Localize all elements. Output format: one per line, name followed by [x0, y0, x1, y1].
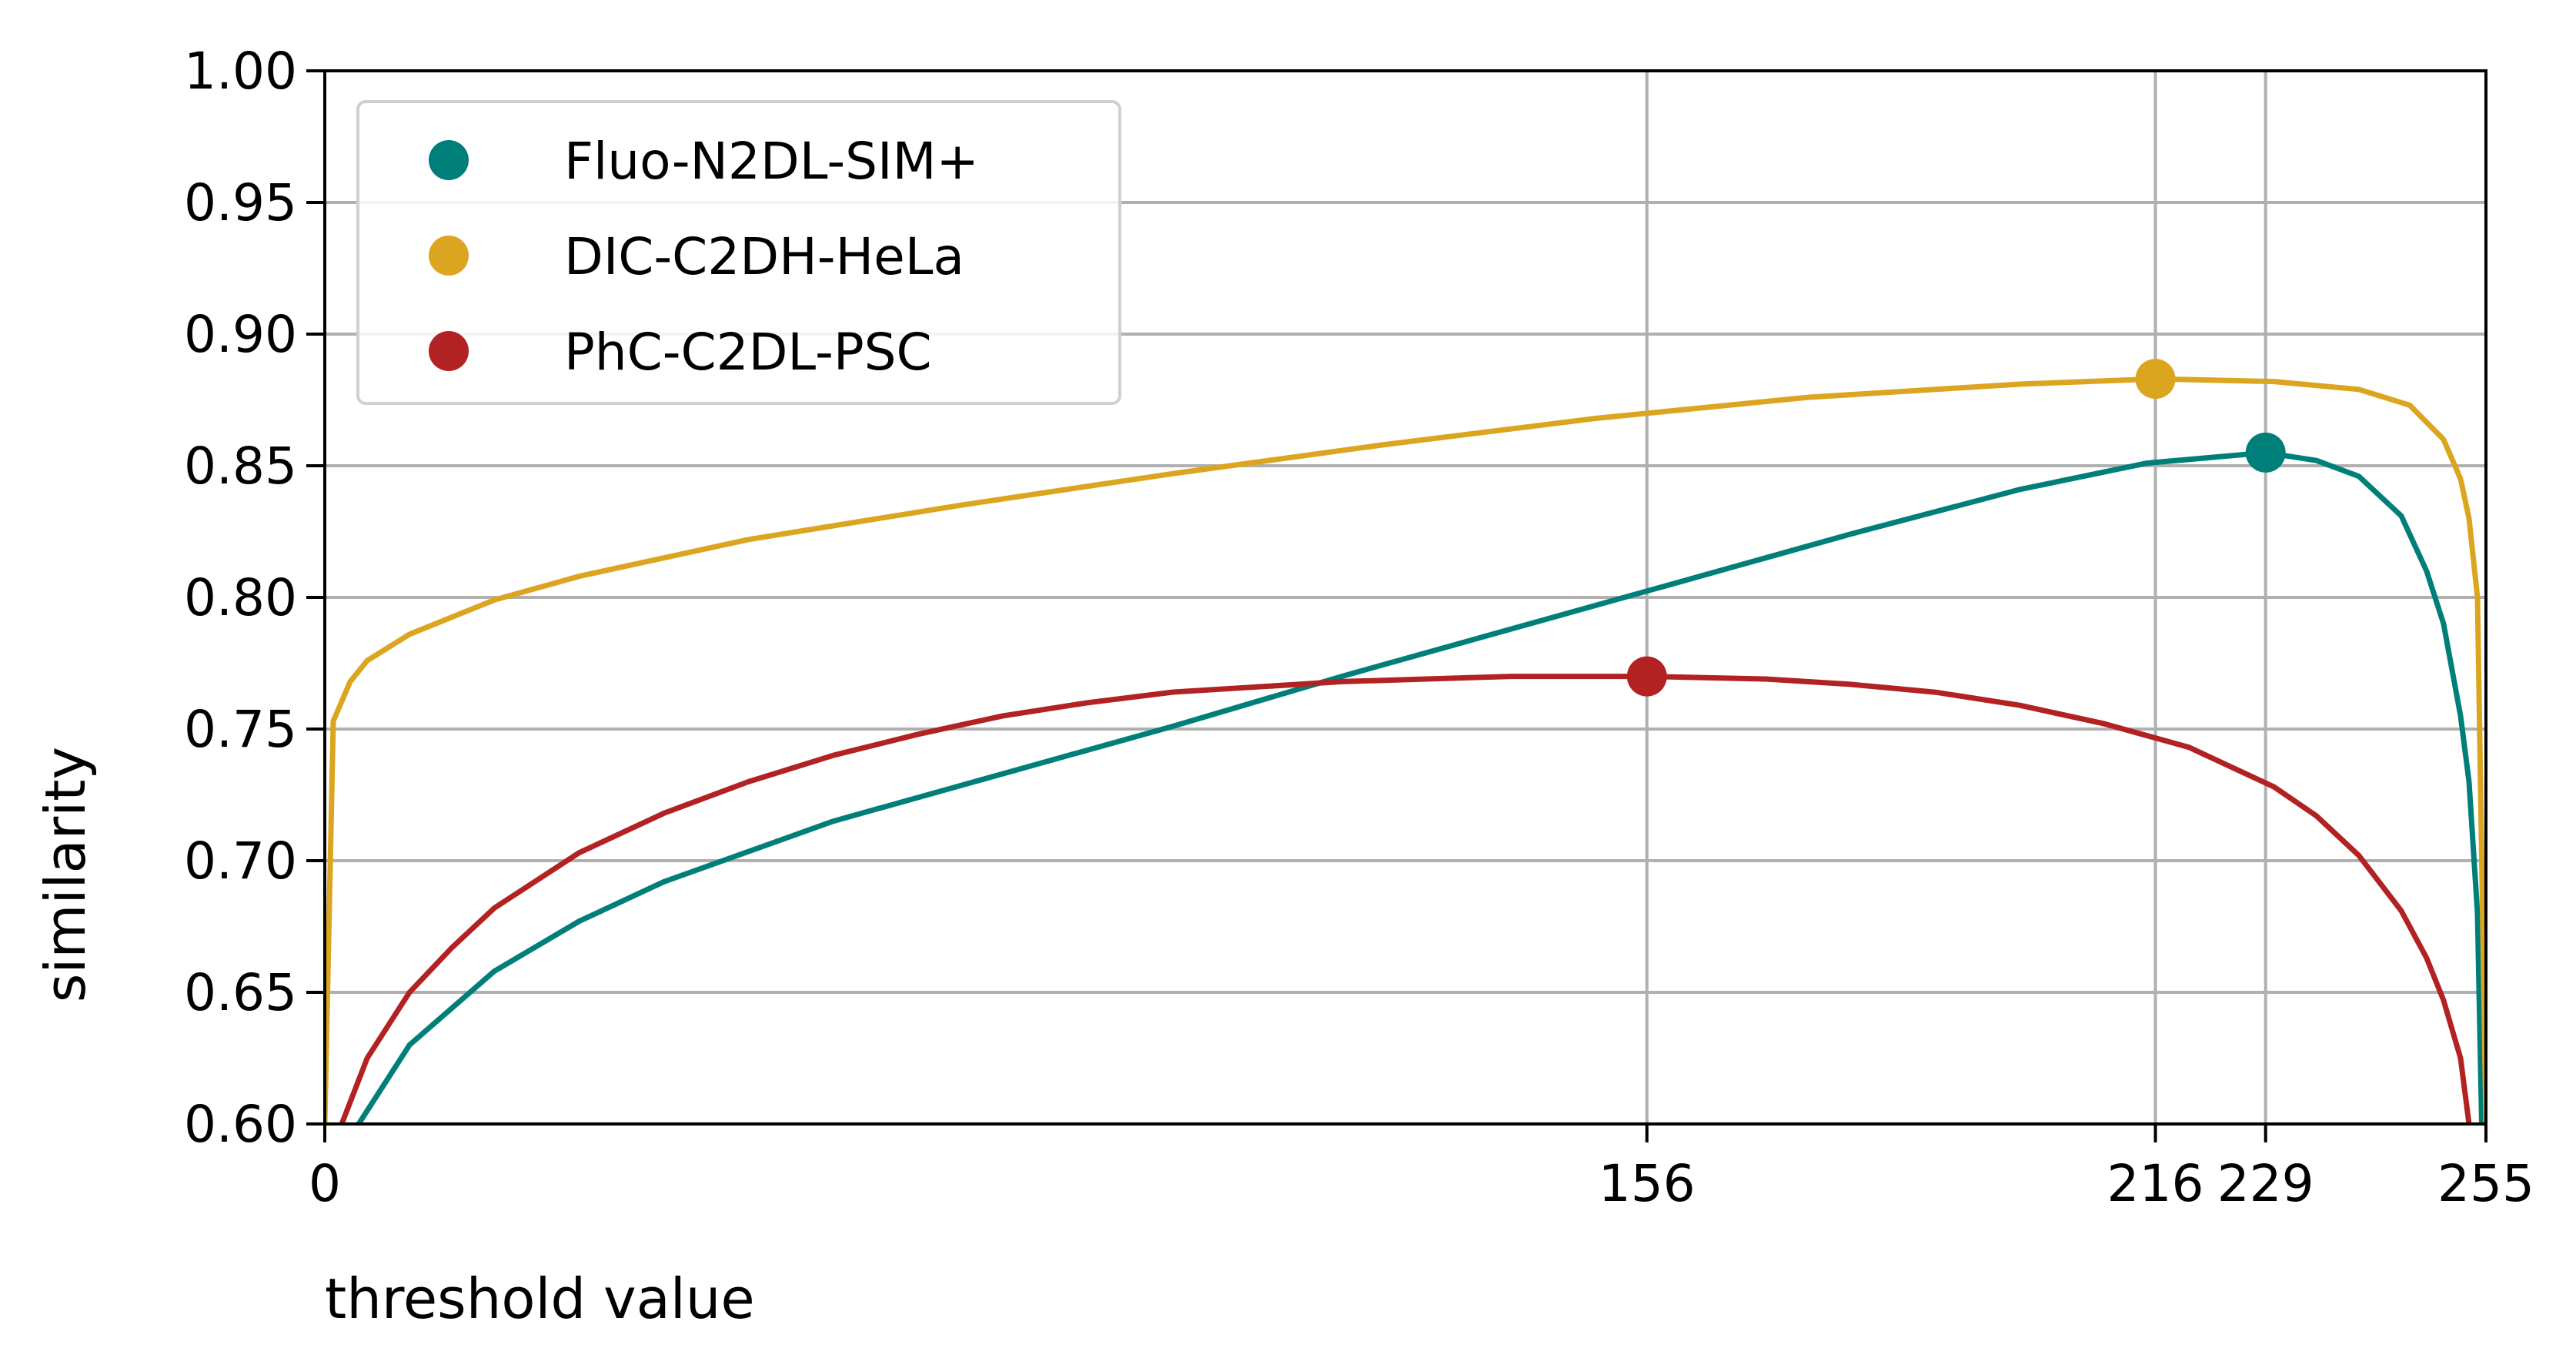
- y-tick-label: 0.80: [184, 568, 297, 627]
- y-tick-label: 0.95: [184, 173, 297, 232]
- x-tick-label: 229: [2217, 1154, 2314, 1213]
- y-tick-label: 0.60: [184, 1095, 297, 1154]
- legend-marker: [429, 140, 469, 180]
- legend-marker: [429, 331, 469, 371]
- series-layer: [325, 376, 2486, 1124]
- y-tick-label: 0.65: [184, 963, 297, 1022]
- x-tick-label: 255: [2437, 1154, 2534, 1213]
- y-axis-label: similarity: [33, 747, 98, 1002]
- series-line-3: [339, 674, 2472, 1124]
- max-marker-1: [2245, 432, 2286, 473]
- legend-entry-label: PhC-C2DL-PSC: [564, 323, 932, 382]
- x-tick-label: 0: [309, 1154, 341, 1213]
- y-tick-label: 0.75: [184, 700, 297, 759]
- max-marker-2: [2135, 359, 2176, 400]
- x-tick-label: 216: [2107, 1154, 2204, 1213]
- x-axis-label: threshold value: [325, 1266, 755, 1331]
- legend: Fluo-N2DL-SIM+ DIC-C2DH-HeLa PhC-C2DL-PSC: [356, 100, 1121, 405]
- axis-ticks: 0.60 0.65 0.70 0.75 0.80 0.85 0.90 0.95 1.00 0 156…: [184, 42, 2534, 1213]
- y-tick-label: 0.70: [184, 831, 297, 891]
- y-tick-label: 1.00: [184, 42, 297, 101]
- max-marker-3: [1626, 656, 1667, 697]
- legend-box: [356, 100, 1121, 405]
- x-tick-label: 156: [1599, 1154, 1696, 1213]
- legend-entry-label: DIC-C2DH-HeLa: [564, 227, 964, 286]
- y-tick-label: 0.85: [184, 436, 297, 496]
- legend-marker: [429, 236, 469, 276]
- series-line-1: [356, 450, 2484, 1124]
- legend-entry-label: Fluo-N2DL-SIM+: [564, 132, 979, 191]
- series-line-2: [325, 376, 2486, 1124]
- y-tick-label: 0.90: [184, 305, 297, 364]
